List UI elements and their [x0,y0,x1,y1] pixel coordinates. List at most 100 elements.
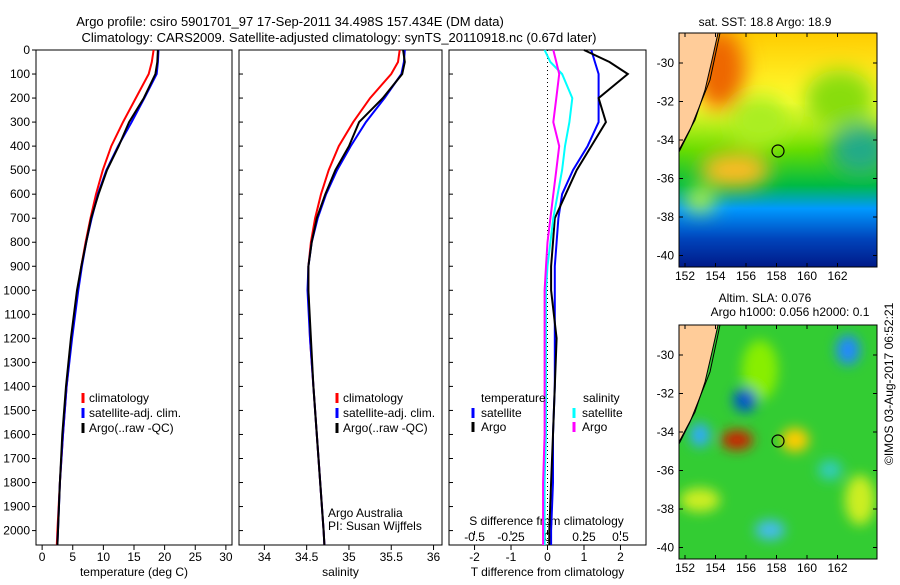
legend-label: Argo [582,420,608,434]
x-tick-label: 36 [427,550,441,564]
series-line-temperature-satellite [550,49,600,545]
x2-tick-label: 0.5 [612,530,629,544]
difference-panel: -2 -1 0 1 2T difference from climatology -0.5… [448,49,647,579]
y-tick-label: 200 [10,91,30,105]
legend-label: satellite [582,406,623,420]
x-tick-label: 25 [189,550,203,564]
x-tick-label: 5 [69,550,76,564]
legend-label: satellite-adj. clim. [343,406,435,420]
x-tick-label: 1 [581,550,588,564]
legend-label: climatology [89,391,149,405]
salinity-panel: 34 34.5 35 35.5 36 salinity climatologysatelli… [238,49,443,579]
x2-tick-label: -0.5 [464,530,485,544]
y-tick-label: 100 [10,67,30,81]
y-tick-label: 300 [10,115,30,129]
series-line-satellite-adj-clim- [56,49,160,546]
map-y-tick-label: -38 [657,502,675,516]
map-x-tick-label: 152 [675,561,695,575]
map-x-tick-label: 158 [766,561,786,575]
map-x-tick-label: 154 [705,269,725,283]
map-y-tick-label: -32 [657,387,675,401]
map-y-tick-label: -32 [657,95,675,109]
x-tick-label: 30 [219,550,233,564]
x-tick-label: 15 [127,550,141,564]
annotation-text: Argo Australia [328,506,403,520]
map-y-tick-label: -34 [657,425,675,439]
y-tick-label: 1700 [3,451,30,465]
map-x-tick-label: 160 [797,269,817,283]
map-y-tick-label: -30 [657,348,675,362]
series-line-argo-raw-qc- [56,49,159,546]
annotation-text: PI: Susan Wijffels [328,519,422,533]
map-x-tick-label: 160 [797,561,817,575]
x-tick-label: 35.5 [380,550,404,564]
x-axis-label: salinity [322,565,359,579]
x-tick-label: -2 [469,550,480,564]
map-x-tick-label: 154 [705,561,725,575]
x2-tick-label: 0 [544,530,551,544]
y-tick-label: 1400 [3,379,30,393]
y-tick-label: 1100 [4,307,30,321]
y-tick-label: 0 [23,43,30,57]
x-axis-label: T difference from climatology [471,565,625,579]
legend-label: Argo(..raw -QC) [89,421,174,435]
y-tick-label: 400 [10,139,30,153]
legend-label: satellite-adj. clim. [89,406,181,420]
x2-tick-label: -0.25 [497,530,525,544]
x-tick-label: 10 [97,550,111,564]
map-y-tick-label: -30 [657,56,675,70]
temperature-panel: 0 5 10 15 20 25 30 temperature (deg C) 0 100 200 30… [3,43,233,579]
imos-stamp: ©IMOS 03-Aug-2017 06:52:21 [882,302,896,465]
map-x-tick-label: 162 [827,269,847,283]
x2-axis-label: S difference from climatology [469,514,624,528]
x-axis-label: temperature (deg C) [80,565,188,579]
sla-map-frame [678,324,878,560]
sla-map [679,325,877,559]
sla-map-title-1: Altim. SLA: 0.076 [719,291,812,305]
series-line-climatology [307,49,401,546]
map-x-tick-label: 152 [675,269,695,283]
series-line-climatology [55,49,155,546]
y-tick-label: 1900 [3,500,30,514]
map-y-tick-label: -36 [657,172,675,186]
sst-map [679,33,877,267]
map-y-tick-label: -40 [657,249,675,263]
map-y-tick-label: -40 [657,541,675,555]
y-tick-label: 1000 [3,283,30,297]
plot-frame [238,49,443,546]
sst-map-title: sat. SST: 18.8 Argo: 18.9 [699,15,832,29]
legend-title: temperature [481,391,546,405]
legend-label: Argo [481,420,507,434]
argo-float-marker [771,434,785,448]
legend-label: climatology [343,391,403,405]
plot-frame [35,49,233,546]
x-tick-label: 0 [544,550,551,564]
x-tick-label: 34 [258,550,272,564]
y-tick-label: 800 [10,235,30,249]
series-line-salinity-satellite [543,49,574,545]
map-y-tick-label: -36 [657,464,675,478]
sst-map-frame [678,32,878,268]
y-tick-label: 1300 [3,355,30,369]
title-line-2: Climatology: CARS2009. Satellite-adjuste… [82,30,597,45]
x-tick-label: 34.5 [295,550,319,564]
series-line-argo-raw-qc- [307,49,406,546]
x2-tick-label: 0.25 [572,530,596,544]
map-y-tick-label: -34 [657,133,675,147]
x-tick-label: 0 [39,550,46,564]
y-tick-label: 1600 [3,427,30,441]
y-tick-label: 1200 [3,331,30,345]
map-x-tick-label: 158 [766,269,786,283]
map-x-tick-label: 162 [827,561,847,575]
x-tick-label: 2 [617,550,624,564]
argo-float-marker [771,144,785,158]
y-tick-label: 1500 [3,403,30,417]
y-tick-label: 500 [10,163,30,177]
x-tick-label: -1 [506,550,517,564]
legend-label: satellite [481,406,522,420]
x-tick-label: 20 [158,550,172,564]
y-tick-label: 600 [10,187,30,201]
y-tick-label: 900 [10,259,30,273]
